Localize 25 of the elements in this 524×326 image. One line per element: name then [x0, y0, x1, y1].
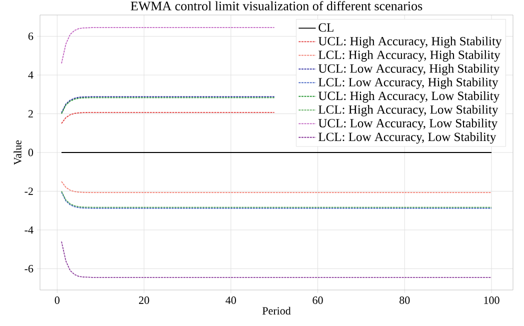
y-tick-label: 4: [28, 71, 34, 79]
x-tick-label: 80: [400, 296, 410, 304]
legend-label: LCL: High Accuracy, High Stability: [318, 50, 500, 62]
x-tick-label: 60: [312, 296, 323, 304]
legend-label: LCL: Low Accuracy, Low Stability: [318, 132, 496, 144]
y-tick-label: 6: [28, 32, 34, 40]
legend-label: LCL: Low Accuracy, High Stability: [318, 78, 498, 89]
legend-label: UCL: High Accuracy, Low Stability: [318, 91, 500, 103]
y-tick-label: -6: [24, 264, 34, 272]
x-tick-label: 40: [226, 296, 236, 304]
y-tick-label: -4: [24, 226, 34, 234]
legend-label: UCL: Low Accuracy, Low Stability: [318, 118, 498, 130]
legend-label: UCL: High Accuracy, High Stability: [318, 36, 502, 48]
y-tick-label: 0: [28, 148, 34, 156]
legend-label: UCL: Low Accuracy, High Stability: [318, 64, 500, 76]
x-axis-title: Period: [262, 306, 291, 315]
legend-label: LCL: High Accuracy, Low Stability: [318, 104, 498, 116]
y-axis-title: Value: [14, 140, 22, 165]
x-tick-label: 0: [54, 296, 60, 304]
y-tick-label: 2: [28, 110, 33, 118]
legend-label: CL: [318, 23, 334, 32]
x-tick-label: 20: [139, 296, 150, 304]
x-tick-label: 100: [484, 296, 500, 304]
chart-title: EWMA control limit visualization of different scenarios: [130, 1, 422, 10]
y-tick-label: -2: [24, 188, 33, 195]
